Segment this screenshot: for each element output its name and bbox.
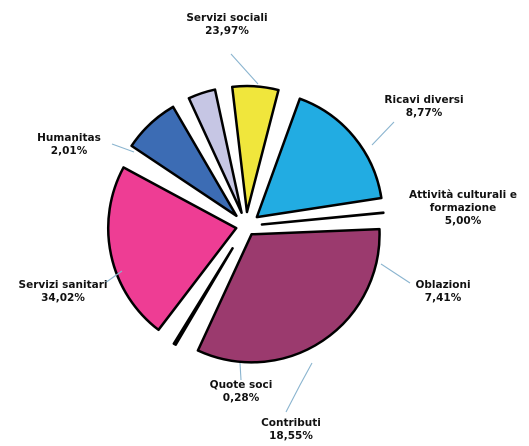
slice-percentage: 2,01% (51, 145, 88, 157)
leader-line (285, 362, 313, 413)
leader-lines-layer (104, 53, 411, 413)
pie-slice-quote-soci (260, 211, 385, 226)
slice-label: Quote soci 0,28% (210, 379, 273, 404)
leader-line (111, 143, 135, 153)
leader-line (380, 263, 411, 284)
pie-slice-servizi-sanitari (196, 227, 381, 364)
slice-label: Ricavi diversi 8,77% (384, 94, 463, 119)
slices-layer (106, 84, 385, 364)
slice-name: Attività culturali e (409, 189, 517, 201)
slice-name: Quote soci (210, 379, 273, 391)
slice-name: Humanitas (37, 132, 101, 144)
leader-line (230, 53, 259, 85)
slice-name: Servizi sociali (186, 12, 267, 24)
leader-line (104, 270, 123, 284)
slice-name: formazione (430, 202, 497, 214)
slice-percentage: 34,02% (41, 292, 85, 304)
slice-label: Servizi sanitari 34,02% (19, 279, 108, 304)
leader-line (239, 362, 242, 381)
pie-slice-oblazioni (230, 84, 280, 214)
slice-percentage: 0,28% (223, 392, 260, 404)
slice-name: Ricavi diversi (384, 94, 463, 106)
slice-percentage: 23,97% (205, 25, 249, 37)
pie-slice-servizi-sociali (106, 166, 238, 332)
slice-label: Contributi 18,55% (261, 417, 321, 442)
slice-label: Oblazioni 7,41% (415, 279, 470, 304)
slice-label: Humanitas 2,01% (37, 132, 101, 157)
slice-percentage: 18,55% (269, 430, 313, 442)
slice-name: Contributi (261, 417, 321, 429)
slice-name: Servizi sanitari (19, 279, 108, 291)
slice-percentage: 8,77% (406, 107, 443, 119)
slice-percentage: 5,00% (445, 215, 482, 227)
slice-percentage: 7,41% (425, 292, 462, 304)
slice-label: Attività culturali e formazione 5,00% (409, 189, 517, 227)
pie-slice-humanitas (172, 247, 234, 346)
labels-layer: Quote soci 0,28% Servizi sanitari 34,02% Hum… (19, 12, 517, 442)
pie-slice-contributi (255, 97, 383, 219)
leader-line (371, 121, 395, 146)
slice-name: Oblazioni (415, 279, 470, 291)
pie-slice-attivit-culturali-e (187, 88, 243, 214)
slice-label: Servizi sociali 23,97% (186, 12, 267, 37)
pie-slice-ricavi-diversi (130, 105, 238, 218)
